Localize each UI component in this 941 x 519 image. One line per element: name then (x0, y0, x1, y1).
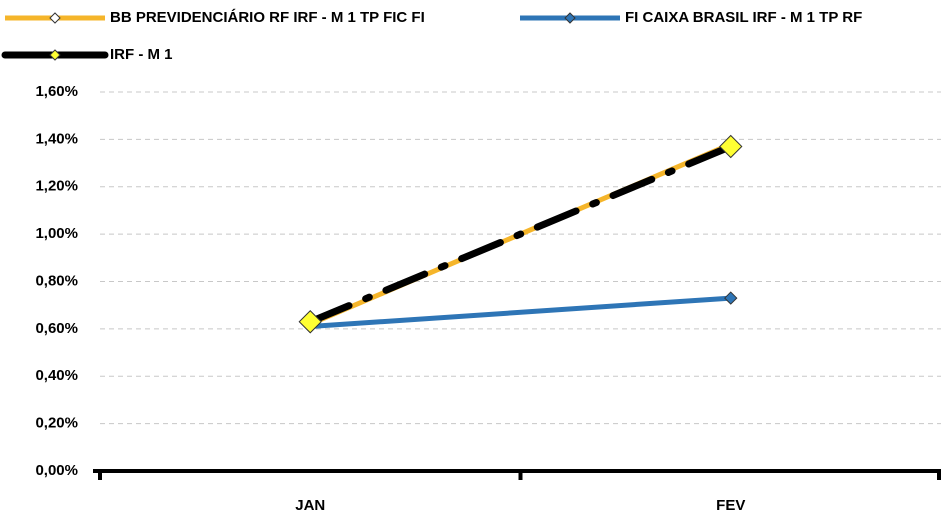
x-tick-label: FEV (716, 497, 745, 514)
legend-label: FI CAIXA BRASIL IRF - M 1 TP RF (625, 9, 862, 26)
legend-marker (49, 12, 61, 24)
series-line (306, 142, 735, 326)
legend-label: IRF - M 1 (110, 46, 173, 63)
point-marker (724, 291, 738, 305)
legend-marker (564, 12, 576, 24)
point-marker (298, 310, 322, 334)
y-tick-label: 1,60% (35, 83, 78, 100)
y-tick-label: 0,80% (35, 272, 78, 289)
point-marker (719, 134, 743, 159)
y-tick-label: 1,40% (35, 130, 78, 147)
y-tick-label: 1,20% (35, 178, 78, 195)
x-tick-label: JAN (295, 497, 325, 514)
y-tick-label: 1,00% (35, 225, 78, 242)
y-tick-label: 0,40% (35, 367, 78, 384)
y-tick-label: 0,00% (35, 462, 78, 479)
legend-label: BB PREVIDENCIÁRIO RF IRF - M 1 TP FIC FI (110, 9, 425, 26)
legend-marker (49, 49, 61, 61)
y-tick-label: 0,60% (35, 320, 78, 337)
series-line (310, 295, 731, 330)
y-tick-label: 0,20% (35, 415, 78, 432)
